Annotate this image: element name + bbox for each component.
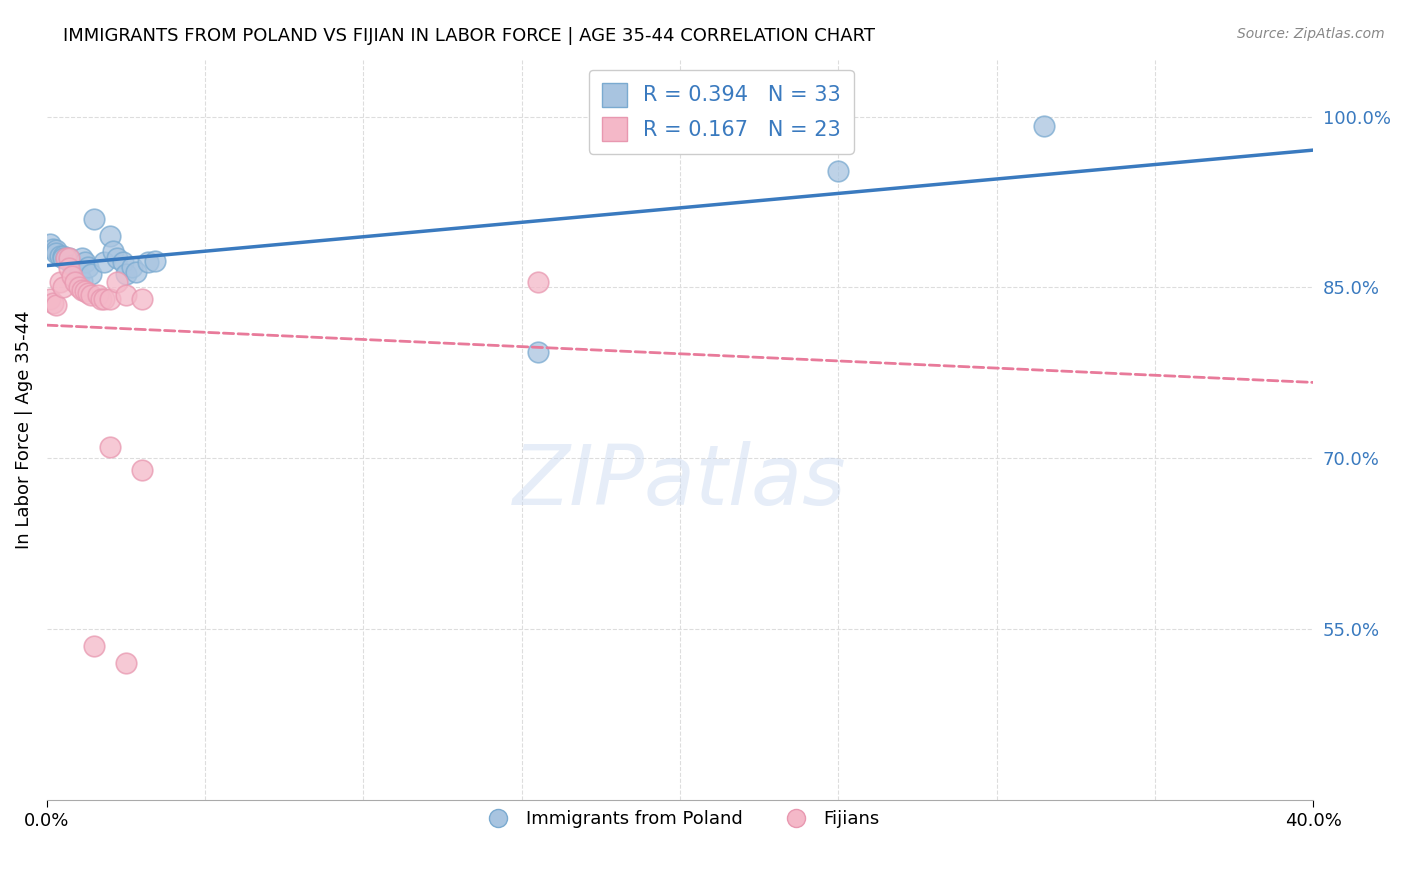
Point (98, 229, 121, 244)
Point (90, 292, 112, 306)
Point (48, 275, 70, 289)
Point (526, 275, 548, 289)
Point (60, 269, 83, 284)
Point (136, 255, 159, 269)
Point (526, 345, 548, 359)
Point (70, 251, 93, 265)
Point (70, 274, 93, 288)
Point (55, 251, 77, 265)
Point (52, 280, 75, 294)
Point (73, 284, 96, 298)
Point (65, 261, 87, 276)
Point (58, 261, 80, 276)
Point (83, 212, 105, 227)
Point (48, 249, 70, 263)
Point (80, 267, 103, 281)
Point (39, 237, 62, 252)
Point (827, 164, 849, 178)
Point (86, 288, 108, 302)
Point (67, 267, 90, 281)
Point (65, 275, 87, 289)
Point (115, 288, 138, 302)
Point (143, 254, 166, 268)
Point (115, 267, 138, 281)
Point (67, 280, 90, 294)
Point (58, 251, 80, 265)
Point (42, 296, 65, 310)
Point (77, 286, 100, 301)
Point (131, 463, 153, 477)
Point (55, 251, 77, 265)
Legend: Immigrants from Poland, Fijians: Immigrants from Poland, Fijians (474, 803, 887, 836)
Point (58, 251, 80, 265)
Point (77, 260, 100, 274)
Point (39, 292, 62, 306)
Text: ZIPatlas: ZIPatlas (513, 442, 846, 522)
Text: Source: ZipAtlas.com: Source: ZipAtlas.com (1237, 27, 1385, 41)
Point (105, 275, 128, 289)
Point (98, 440, 121, 454)
Point (70, 283, 93, 297)
Y-axis label: In Labor Force | Age 35-44: In Labor Force | Age 35-44 (15, 310, 32, 549)
Point (83, 640, 105, 654)
Point (124, 264, 146, 278)
Point (131, 292, 153, 306)
Point (58, 253, 80, 268)
Point (115, 657, 138, 671)
Point (105, 251, 128, 265)
Point (98, 292, 121, 306)
Point (93, 255, 115, 269)
Point (73, 255, 96, 269)
Point (121, 260, 143, 274)
Point (60, 258, 83, 272)
Point (93, 292, 115, 306)
Point (45, 246, 67, 260)
Point (45, 243, 67, 257)
Point (45, 297, 67, 311)
Point (52, 249, 75, 263)
Point (103, 244, 125, 258)
Point (52, 251, 75, 265)
Point (80, 288, 103, 302)
Point (111, 255, 134, 269)
Point (67, 269, 90, 284)
Point (1033, 119, 1056, 133)
Text: IMMIGRANTS FROM POLAND VS FIJIAN IN LABOR FORCE | AGE 35-44 CORRELATION CHART: IMMIGRANTS FROM POLAND VS FIJIAN IN LABO… (63, 27, 876, 45)
Point (42, 242, 65, 256)
